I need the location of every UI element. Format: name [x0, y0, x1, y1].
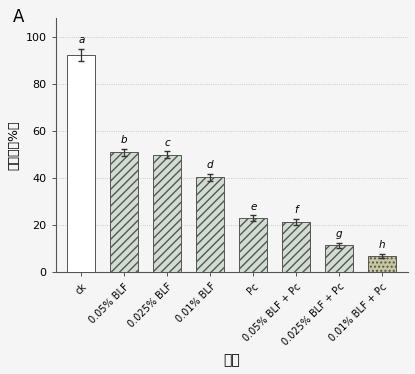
- X-axis label: 处理: 处理: [223, 353, 240, 367]
- Bar: [110, 153, 138, 272]
- Bar: [196, 177, 224, 272]
- Bar: [239, 218, 267, 272]
- Bar: [67, 55, 95, 272]
- Text: d: d: [207, 160, 214, 170]
- Bar: [368, 256, 396, 272]
- Bar: [282, 222, 310, 272]
- Text: h: h: [379, 240, 386, 251]
- Text: f: f: [295, 205, 298, 215]
- Text: A: A: [13, 8, 24, 26]
- Text: a: a: [78, 36, 85, 46]
- Text: g: g: [336, 229, 342, 239]
- Text: e: e: [250, 202, 256, 212]
- Text: c: c: [164, 138, 170, 148]
- Bar: [153, 155, 181, 272]
- Text: b: b: [121, 135, 128, 145]
- Y-axis label: 腐烂率（%）: 腐烂率（%）: [7, 121, 20, 170]
- Bar: [325, 245, 353, 272]
